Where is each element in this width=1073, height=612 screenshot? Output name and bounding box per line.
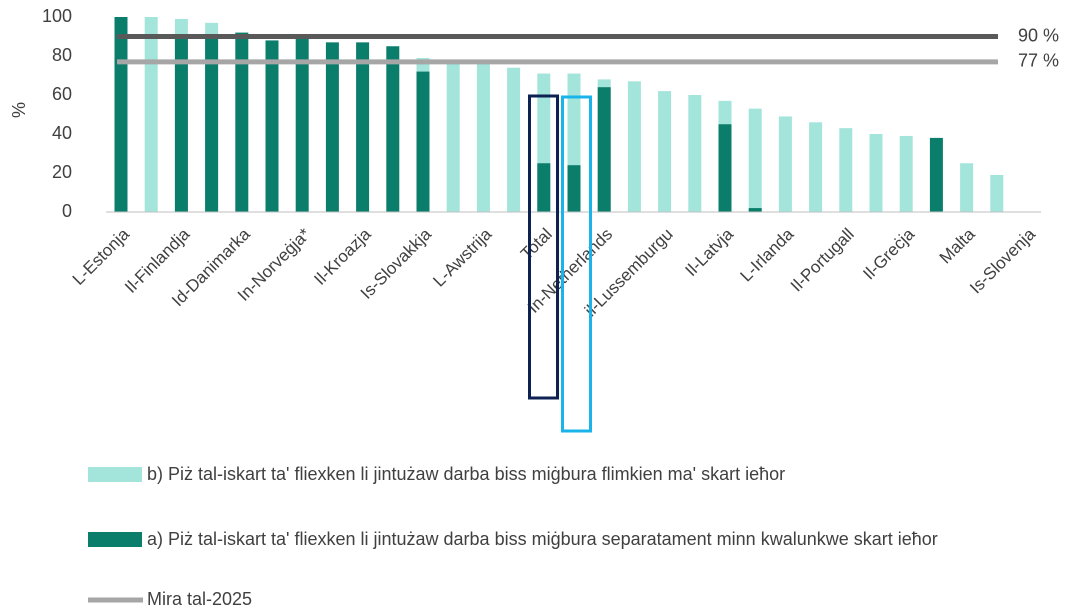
legend-label: Mira tal-2025 <box>147 589 252 609</box>
y-tick-label: 20 <box>52 162 72 182</box>
bar <box>748 108 762 212</box>
legend-label: b) Piż tal-iskart ta' fliexken li jintuż… <box>147 464 785 484</box>
bar <box>718 124 732 212</box>
y-tick-label: 40 <box>52 123 72 143</box>
legend-swatch <box>88 467 142 482</box>
bar <box>778 116 792 212</box>
x-tick-label: Is-Slovenja <box>966 224 1039 297</box>
bar <box>235 32 249 212</box>
x-tick-label: Total <box>517 225 556 264</box>
bar <box>416 71 430 212</box>
target-label: 90 % <box>1018 25 1059 45</box>
x-tick-label: Il-Latvja <box>681 224 737 280</box>
highlight-box <box>561 95 592 433</box>
bar <box>356 42 370 212</box>
bar <box>567 165 581 212</box>
x-tick-label: L-Estonja <box>69 224 134 289</box>
bar <box>265 40 279 213</box>
y-tick-label: 0 <box>62 201 72 221</box>
y-tick-label: 100 <box>42 6 72 26</box>
bar <box>446 63 460 212</box>
bar <box>869 134 883 212</box>
bar <box>839 128 853 212</box>
x-tick-label: Il-Greċja <box>859 224 918 283</box>
target-label: 77 % <box>1018 51 1059 71</box>
bar <box>507 67 521 212</box>
bar <box>205 36 219 212</box>
bar <box>597 87 611 212</box>
bar <box>114 17 128 212</box>
x-tick-label: Malta <box>936 224 979 267</box>
bar <box>627 81 641 212</box>
bar <box>386 46 400 212</box>
x-tick-label: L-Irlanda <box>737 224 798 285</box>
bar <box>325 42 339 212</box>
bar <box>748 208 762 212</box>
legend-swatch <box>88 532 142 547</box>
y-tick-label: 60 <box>52 84 72 104</box>
legend-label: a) Piż tal-iskart ta' fliexken li jintuż… <box>147 529 938 549</box>
bar <box>476 63 490 212</box>
bar <box>688 95 702 212</box>
bar <box>295 38 309 213</box>
highlight-box <box>528 94 559 400</box>
bar <box>174 34 188 212</box>
bar <box>899 135 913 212</box>
bar <box>144 17 158 212</box>
x-tick-label: L-Awstrija <box>429 224 495 290</box>
bar <box>960 163 974 212</box>
bar <box>658 91 672 212</box>
y-tick-label: 80 <box>52 45 72 65</box>
y-axis-label: % <box>9 102 29 118</box>
bar <box>537 163 551 212</box>
bar <box>809 122 823 212</box>
bar <box>929 137 943 212</box>
bar <box>990 174 1004 212</box>
x-tick-label: Il-Kroazja <box>310 224 375 289</box>
x-tick-label: Il-Portugall <box>787 225 858 296</box>
